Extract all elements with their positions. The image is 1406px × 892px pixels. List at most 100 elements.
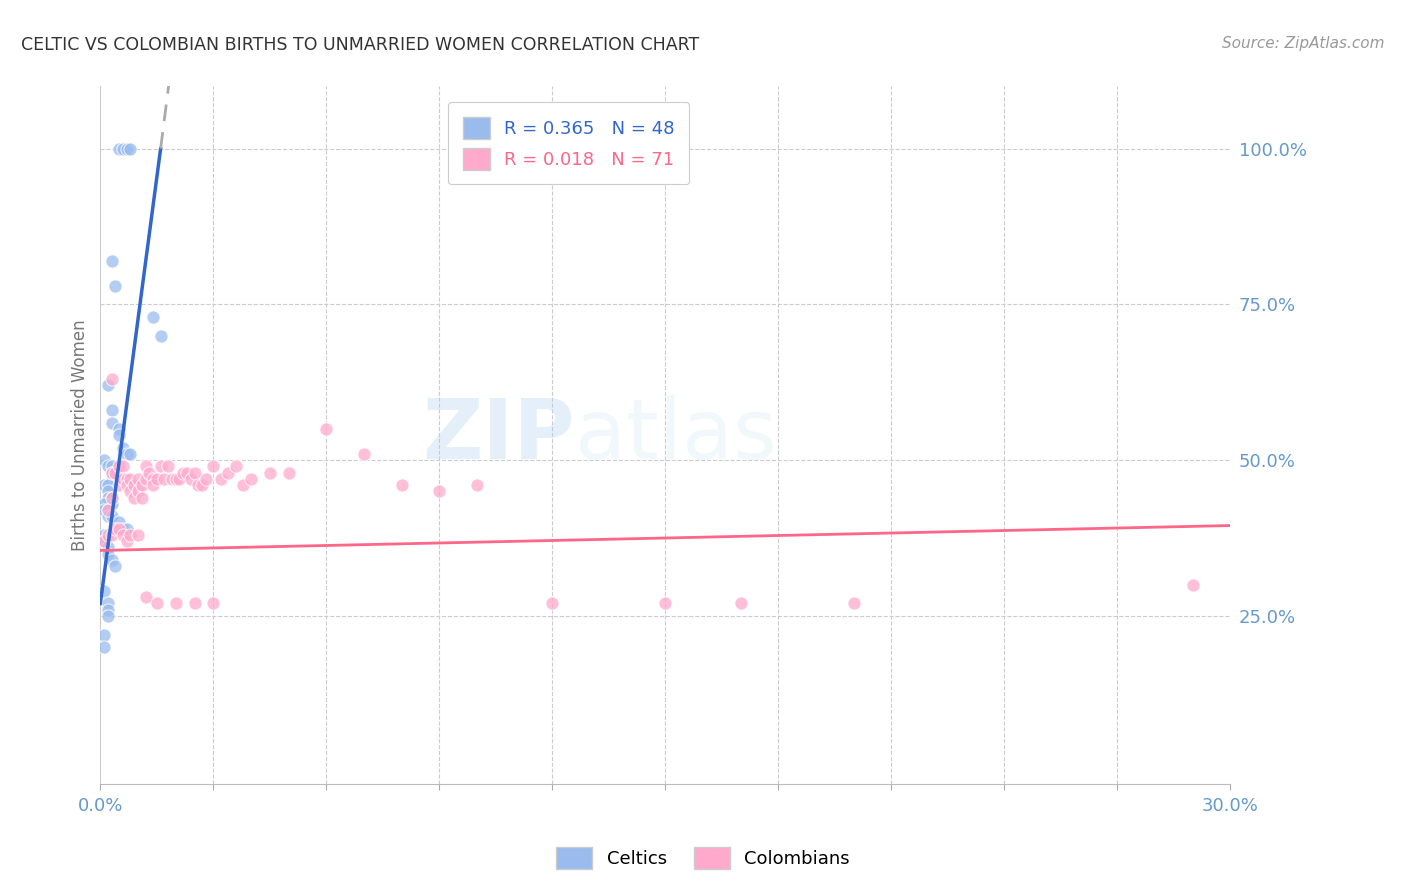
Point: [232, 478, 254, 492]
Point: [194, 472, 217, 486]
Point: [97, 478, 120, 492]
Point: [180, 472, 202, 486]
Point: [122, 491, 145, 505]
Y-axis label: Births to Unmarried Women: Births to Unmarried Women: [72, 319, 89, 551]
Point: [111, 441, 134, 455]
Point: [131, 478, 153, 492]
Point: [108, 516, 131, 530]
Point: [97, 459, 120, 474]
Point: [97, 602, 120, 616]
Text: atlas: atlas: [575, 394, 776, 475]
Point: [115, 522, 138, 536]
Text: ZIP: ZIP: [422, 394, 575, 475]
Point: [176, 466, 198, 480]
Point: [93, 478, 115, 492]
Point: [135, 459, 157, 474]
Point: [111, 522, 134, 536]
Point: [135, 590, 157, 604]
Point: [100, 466, 122, 480]
Point: [108, 142, 131, 156]
Point: [146, 596, 169, 610]
Legend: R = 0.365   N = 48, R = 0.018   N = 71: R = 0.365 N = 48, R = 0.018 N = 71: [449, 103, 689, 185]
Point: [100, 509, 122, 524]
Point: [202, 596, 225, 610]
Point: [111, 472, 134, 486]
Point: [1181, 578, 1204, 592]
Text: Source: ZipAtlas.com: Source: ZipAtlas.com: [1222, 36, 1385, 51]
Point: [127, 528, 149, 542]
Point: [120, 142, 142, 156]
Point: [353, 447, 375, 461]
Point: [100, 403, 122, 417]
Point: [142, 478, 165, 492]
Point: [654, 596, 676, 610]
Point: [111, 528, 134, 542]
Point: [202, 459, 225, 474]
Point: [135, 472, 157, 486]
Point: [149, 328, 172, 343]
Point: [104, 466, 127, 480]
Point: [209, 472, 232, 486]
Point: [108, 478, 131, 492]
Point: [217, 466, 239, 480]
Point: [142, 472, 165, 486]
Point: [100, 416, 122, 430]
Point: [115, 447, 138, 461]
Point: [93, 627, 115, 641]
Point: [730, 596, 752, 610]
Point: [183, 596, 205, 610]
Point: [97, 528, 120, 542]
Point: [100, 372, 122, 386]
Point: [93, 503, 115, 517]
Point: [120, 484, 142, 499]
Point: [108, 422, 131, 436]
Point: [315, 422, 337, 436]
Point: [100, 528, 122, 542]
Point: [391, 478, 413, 492]
Point: [127, 484, 149, 499]
Point: [111, 459, 134, 474]
Text: CELTIC VS COLOMBIAN BIRTHS TO UNMARRIED WOMEN CORRELATION CHART: CELTIC VS COLOMBIAN BIRTHS TO UNMARRIED …: [21, 36, 699, 54]
Point: [187, 478, 209, 492]
Point: [115, 534, 138, 549]
Point: [108, 522, 131, 536]
Point: [93, 534, 115, 549]
Legend: Celtics, Colombians: Celtics, Colombians: [547, 838, 859, 879]
Point: [120, 472, 142, 486]
Point: [115, 472, 138, 486]
Point: [149, 459, 172, 474]
Point: [183, 466, 205, 480]
Point: [97, 541, 120, 555]
Point: [93, 497, 115, 511]
Point: [142, 310, 165, 324]
Point: [93, 534, 115, 549]
Point: [97, 547, 120, 561]
Point: [172, 466, 194, 480]
Point: [146, 472, 169, 486]
Point: [541, 596, 564, 610]
Point: [100, 459, 122, 474]
Point: [259, 466, 281, 480]
Point: [157, 459, 180, 474]
Point: [131, 491, 153, 505]
Point: [225, 459, 247, 474]
Point: [108, 428, 131, 442]
Point: [111, 142, 134, 156]
Point: [97, 596, 120, 610]
Point: [160, 472, 183, 486]
Point: [104, 522, 127, 536]
Point: [115, 478, 138, 492]
Point: [100, 491, 122, 505]
Point: [169, 472, 191, 486]
Point: [100, 466, 122, 480]
Point: [104, 472, 127, 486]
Point: [842, 596, 865, 610]
Point: [122, 478, 145, 492]
Point: [93, 528, 115, 542]
Point: [97, 509, 120, 524]
Point: [120, 528, 142, 542]
Point: [427, 484, 450, 499]
Point: [97, 484, 120, 499]
Point: [100, 253, 122, 268]
Point: [100, 553, 122, 567]
